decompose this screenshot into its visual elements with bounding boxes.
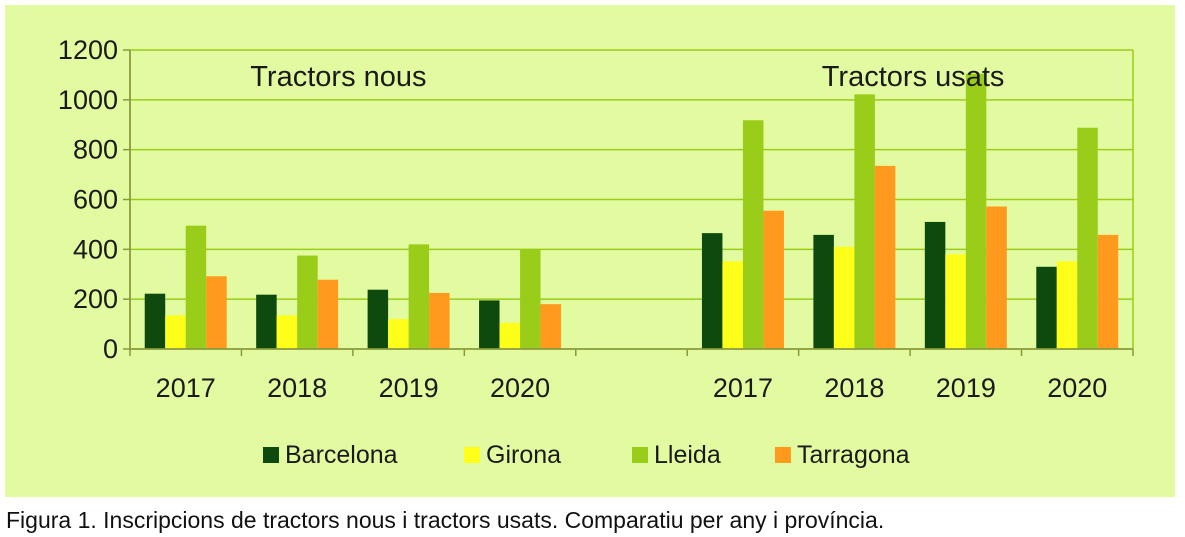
legend-swatch-barcelona — [263, 447, 279, 463]
group-title: Tractors nous — [250, 61, 426, 93]
bar-barcelona — [701, 233, 723, 349]
bars — [144, 73, 1119, 350]
bar-lleida — [1077, 127, 1098, 350]
bar-girona — [833, 246, 855, 349]
chart-panel: 0 200 400 600 800 1000 1200 2017 2018 2019 2020 Tra… — [5, 5, 1175, 497]
bar-barcelona — [924, 221, 946, 349]
bar-tarragona — [206, 276, 227, 349]
bar-girona — [388, 319, 409, 349]
bar-tarragona — [1097, 234, 1119, 349]
legend-label-girona: Girona — [486, 441, 561, 469]
y-tick-label: 400 — [73, 234, 118, 264]
bar-barcelona — [144, 293, 166, 349]
x-tick-label: 2019 — [936, 373, 996, 403]
legend-swatch-tarragona — [775, 447, 791, 463]
figure-caption: Figura 1. Inscripcions de tractors nous … — [6, 507, 885, 533]
bar-girona — [722, 261, 743, 349]
x-tick-label: 2018 — [824, 373, 884, 403]
x-tick-label: 2017 — [713, 373, 773, 403]
legend-label-lleida: Lleida — [654, 441, 721, 469]
bar-tarragona — [874, 165, 896, 349]
y-tick-label: 800 — [73, 135, 118, 165]
legend-label-tarragona: Tarragona — [797, 441, 910, 469]
x-tick-label: 2020 — [490, 373, 550, 403]
y-tick-label: 0 — [103, 334, 118, 364]
x-tick-label: 2018 — [267, 373, 327, 403]
y-tick-label: 1000 — [58, 85, 118, 115]
bar-lleida — [185, 225, 207, 349]
legend-swatch-lleida — [632, 447, 648, 463]
bar-barcelona — [256, 294, 277, 349]
bar-lleida — [520, 249, 541, 349]
bar-lleida — [742, 120, 764, 349]
bar-barcelona — [813, 234, 834, 349]
bar-lleida — [854, 94, 875, 349]
bar-barcelona — [367, 289, 389, 349]
y-tick-label: 1200 — [58, 35, 118, 65]
legend-swatch-girona — [464, 447, 480, 463]
bar-girona — [165, 315, 186, 349]
axis-labels: 0 200 400 600 800 1000 1200 2017 2018 2019 2020 Tra… — [58, 35, 1107, 403]
bar-girona — [1056, 261, 1078, 349]
x-tick-label: 2017 — [156, 373, 216, 403]
bar-tarragona — [429, 292, 450, 349]
axes — [123, 49, 1134, 356]
y-tick-label: 600 — [73, 185, 118, 215]
group-title: Tractors usats — [822, 61, 1005, 93]
bar-girona — [945, 254, 966, 349]
bar-tarragona — [317, 279, 339, 349]
x-tick-label: 2019 — [379, 373, 439, 403]
bar-tarragona — [763, 210, 784, 349]
bar-tarragona — [986, 206, 1007, 349]
bar-chart: 0 200 400 600 800 1000 1200 2017 2018 2019 2020 Tra… — [58, 35, 1134, 469]
bar-barcelona — [479, 300, 500, 349]
legend-label-barcelona: Barcelona — [285, 441, 398, 469]
bar-barcelona — [1036, 266, 1057, 349]
legend: Barcelona Girona Lleida Tarragona — [263, 441, 910, 469]
bar-lleida — [408, 244, 430, 349]
x-tick-label: 2020 — [1047, 373, 1107, 403]
bar-girona — [276, 315, 298, 349]
y-tick-label: 200 — [73, 284, 118, 314]
bar-tarragona — [540, 304, 562, 349]
bar-lleida — [297, 255, 318, 349]
bar-lleida — [965, 73, 987, 349]
bar-girona — [499, 322, 521, 349]
